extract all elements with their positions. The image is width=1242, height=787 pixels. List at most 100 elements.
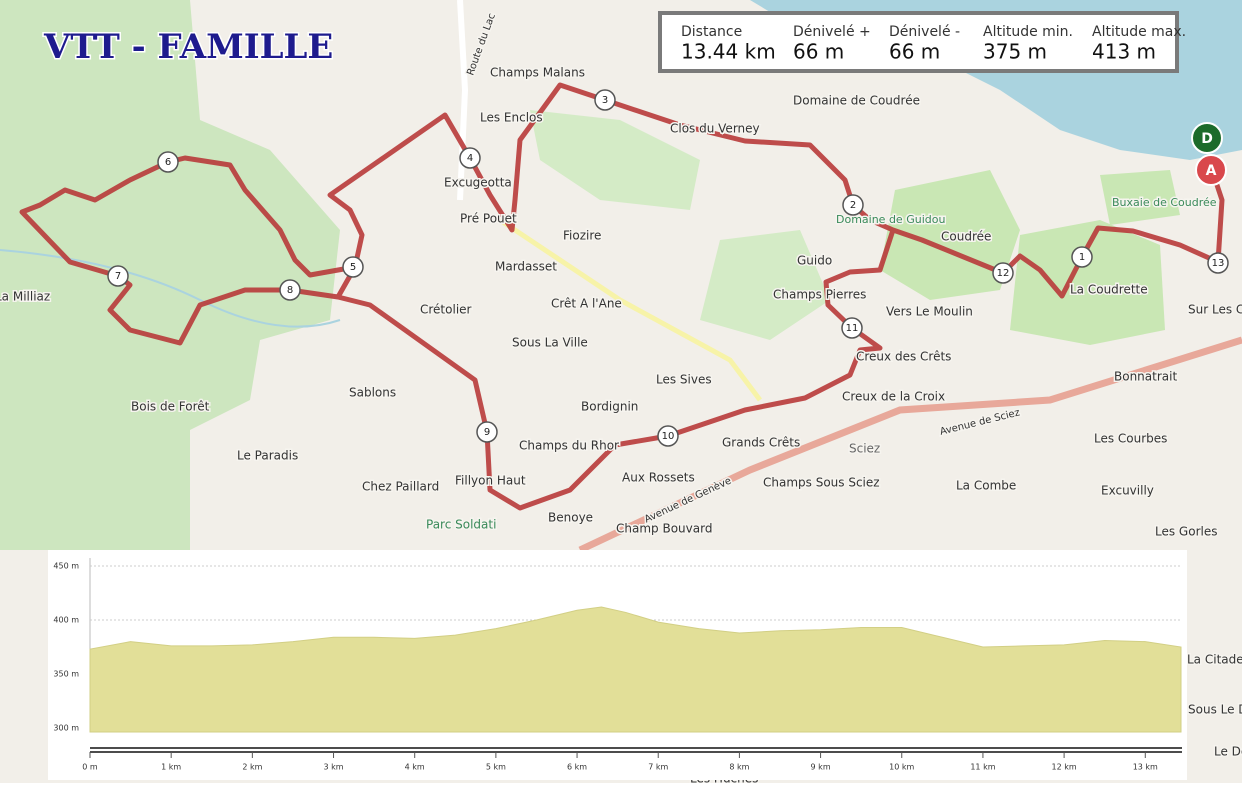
place-label: Bonnatrait: [1114, 370, 1177, 384]
waypoint-label: 3: [602, 95, 608, 106]
stat-label: Altitude min.: [983, 24, 1073, 40]
waypoint-label: 7: [115, 271, 121, 282]
place-label: Domaine de Guidou: [836, 213, 945, 226]
place-label: Fiozire: [563, 229, 601, 243]
x-tick-label: 12 km: [1052, 763, 1077, 772]
x-tick-label: 4 km: [405, 763, 425, 772]
place-label: La Milliaz: [0, 290, 50, 304]
place-label: Pré Pouet: [460, 212, 517, 226]
waypoint-label: 1: [1079, 252, 1085, 263]
waypoint-label: 5: [350, 262, 356, 273]
x-tick-label: 8 km: [729, 763, 749, 772]
place-label: Guido: [797, 254, 832, 268]
x-tick-label: 7 km: [648, 763, 668, 772]
waypoint: 3: [594, 89, 616, 111]
elevation-area: [89, 606, 1182, 733]
x-tick-label: 3 km: [323, 763, 343, 772]
waypoint: 6: [157, 151, 179, 173]
y-tick-label: 300 m: [53, 724, 79, 733]
waypoint: 1: [1071, 246, 1093, 268]
x-tick-label: 9 km: [811, 763, 831, 772]
waypoint: 2: [842, 194, 864, 216]
waypoint: 9: [476, 421, 498, 443]
place-label: Sur Les Crêts: [1188, 303, 1242, 317]
x-tick-label: 13 km: [1133, 763, 1158, 772]
place-label: Champs du Rhor: [519, 439, 619, 453]
waypoint: 11: [841, 317, 863, 339]
stat-value: 13.44 km: [681, 40, 776, 64]
place-label: Crêt A l'Ane: [551, 297, 622, 311]
x-tick-label: 6 km: [567, 763, 587, 772]
place-label: Champ Bouvard: [616, 522, 712, 536]
place-label: Sciez: [849, 442, 880, 456]
place-label: Benoye: [548, 511, 593, 525]
waypoint-label: 8: [287, 285, 293, 296]
place-label: Excuvilly: [1101, 484, 1154, 498]
place-label: Champs Pierres: [773, 288, 866, 302]
waypoint-label: 13: [1212, 258, 1225, 269]
place-label: Domaine de Coudrée: [793, 94, 920, 108]
waypoint-label: 12: [997, 268, 1010, 279]
place-label: Grands Crêts: [722, 436, 800, 450]
place-label: Creux de la Croix: [842, 390, 945, 404]
waypoints: 1 2 3 4 5 6 7 8 9 10 11 12 13 D A: [107, 89, 1229, 447]
place-label: Mardasset: [495, 260, 557, 274]
place-label: Les Sives: [656, 373, 712, 387]
stat-label: Altitude max.: [1092, 24, 1186, 40]
stat-value: 413 m: [1092, 40, 1156, 64]
place-label: Sablons: [349, 386, 396, 400]
place-label: Chez Paillard: [362, 480, 439, 494]
end-marker: A: [1195, 154, 1227, 186]
waypoint: 8: [279, 279, 301, 301]
waypoint: 5: [342, 256, 364, 278]
place-label: Bordignin: [581, 400, 638, 414]
place-label: Buxaie de Coudrée: [1112, 196, 1217, 209]
place-label: Les Gorles: [1155, 525, 1217, 539]
x-tick-label: 0 m: [82, 763, 98, 772]
x-tick-label: 11 km: [970, 763, 995, 772]
place-label: Les Enclos: [480, 111, 543, 125]
place-label: La Citadelle: [1187, 653, 1242, 667]
place-labels: Champs Malans Les Enclos Excugeotta Pré …: [0, 10, 1242, 787]
y-tick-label: 450 m: [53, 562, 79, 571]
stat-value: 66 m: [793, 40, 844, 64]
place-label: Champs Malans: [490, 66, 585, 80]
stat-value: 375 m: [983, 40, 1047, 64]
place-label: Excugeotta: [444, 176, 512, 190]
place-label: Le Paradis: [237, 449, 298, 463]
x-tick-label: 5 km: [486, 763, 506, 772]
y-tick-label: 400 m: [53, 616, 79, 625]
waypoint-label: 6: [165, 157, 171, 168]
place-label: Parc Soldati: [426, 518, 496, 532]
place-label: Coudrée: [941, 230, 991, 244]
place-label: Clos du Verney: [670, 122, 760, 136]
x-tick-label: 10 km: [889, 763, 914, 772]
waypoint-label: 11: [846, 323, 859, 334]
start-marker: D: [1191, 122, 1223, 154]
end-label: A: [1206, 163, 1217, 179]
waypoint: 10: [657, 425, 679, 447]
stat-value: 66 m: [889, 40, 940, 64]
place-label: Creux des Crêts: [856, 350, 951, 364]
place-label: Vers Le Moulin: [886, 305, 973, 319]
x-tick-label: 2 km: [242, 763, 262, 772]
place-label: Le Dé: [1214, 745, 1242, 759]
stats-panel: Distance 13.44 km Dénivelé + 66 m Dénive…: [658, 11, 1186, 73]
map-title: VTT - FAMILLE: [43, 27, 333, 67]
elevation-profile: 300 m 350 m 400 m 450 m 0 m 1 km 2 km 3 km 4 km 5…: [48, 550, 1187, 780]
stat-label: Dénivelé -: [889, 24, 960, 40]
waypoint-label: 2: [850, 200, 856, 211]
waypoint: 4: [459, 147, 481, 169]
waypoint-label: 9: [484, 427, 490, 438]
x-tick-label: 1 km: [161, 763, 181, 772]
waypoint: 7: [107, 265, 129, 287]
stat-label: Distance: [681, 24, 742, 40]
stat-label: Dénivelé +: [793, 24, 871, 40]
place-label: Fillyon Haut: [455, 474, 526, 488]
place-label: Champs Sous Sciez: [763, 476, 880, 490]
place-label: Les Courbes: [1094, 432, 1167, 446]
place-label: Sous Le Dy: [1188, 703, 1242, 717]
start-label: D: [1201, 131, 1213, 147]
waypoint: 13: [1207, 252, 1229, 274]
